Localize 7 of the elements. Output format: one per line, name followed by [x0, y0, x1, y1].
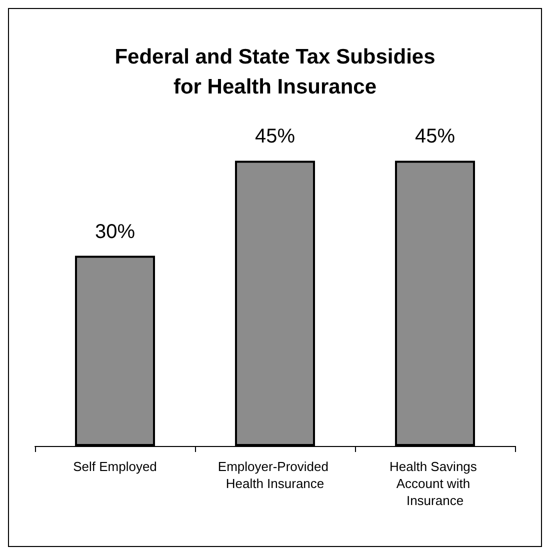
- x-tick-label: Self Employed: [73, 459, 157, 474]
- x-tick-label: Health Savings Account with Insurance: [389, 459, 481, 508]
- data-label: 45%: [414, 126, 456, 148]
- x-tick-label: Employer-Provided Health Insurance: [218, 459, 332, 491]
- data-label: 45%: [254, 126, 296, 148]
- chart-title: Federal and State Tax Subsidies for Health Insurance: [114, 46, 436, 98]
- data-label: 30%: [94, 220, 136, 243]
